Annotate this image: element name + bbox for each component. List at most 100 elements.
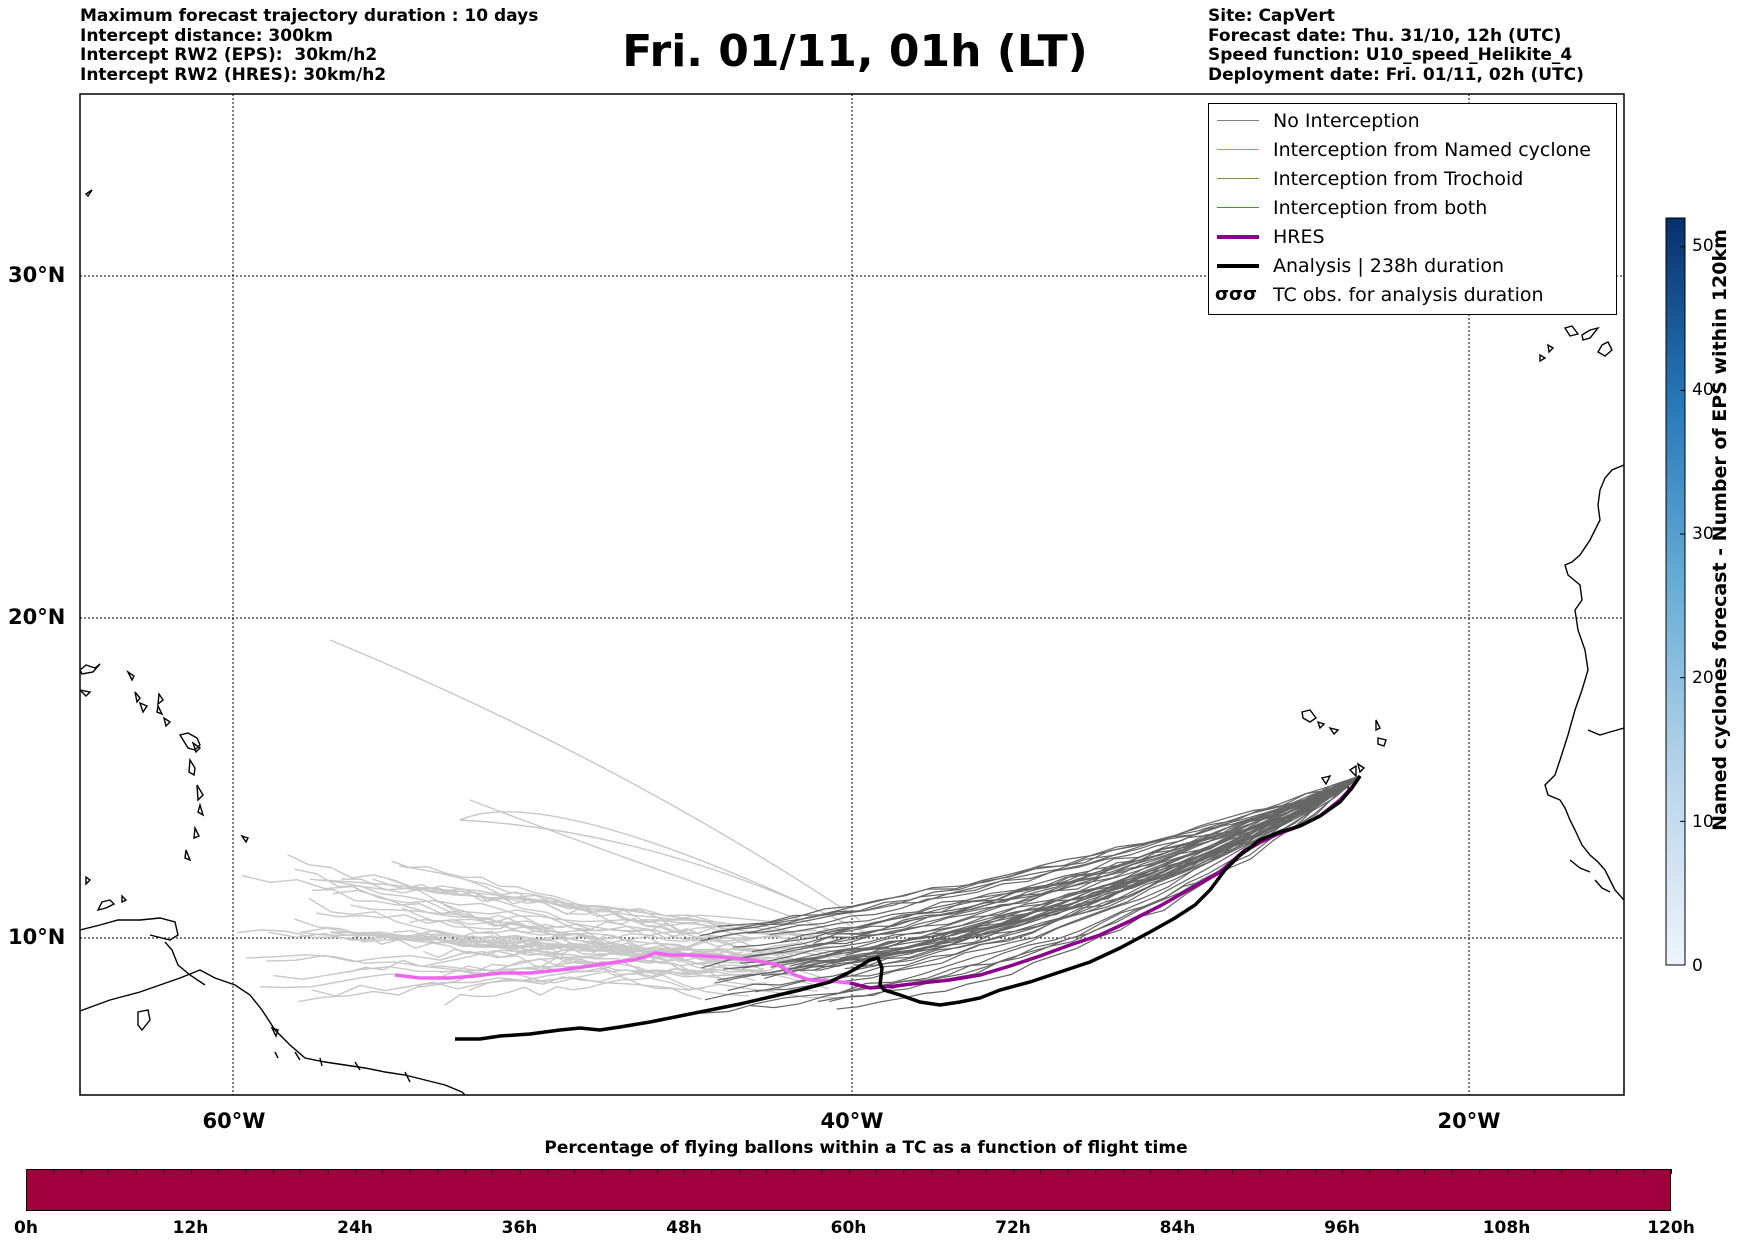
eps-trajectory-outlier [329, 639, 861, 921]
island-cv-3 [1328, 726, 1340, 736]
percentage-bar-minor-tick [437, 1169, 439, 1174]
island-cv-5 [1377, 737, 1387, 747]
percentage-bar-minor-tick [903, 1169, 905, 1174]
island-7 [156, 703, 164, 716]
percentage-bar-minor-tick [1643, 1169, 1645, 1174]
percentage-bar-minor-tick [1122, 1169, 1124, 1174]
percentage-bar [26, 1169, 1671, 1211]
island-13 [197, 802, 205, 817]
percentage-bar-minor-tick [108, 1169, 110, 1174]
percentage-bar-tick: 108h [1482, 1218, 1531, 1238]
coast-venezuela-north [80, 917, 179, 941]
percentage-bar-minor-tick [1204, 1169, 1206, 1174]
percentage-bar-minor-tick [1671, 1169, 1672, 1174]
percentage-bar-minor-tick [26, 1169, 27, 1174]
percentage-bar-minor-tick [875, 1169, 877, 1174]
percentage-bar-minor-tick [766, 1169, 768, 1174]
percentage-bar-minor-tick [163, 1169, 165, 1174]
island-cv-4 [1375, 719, 1381, 732]
percentage-bar-minor-tick [1533, 1169, 1535, 1174]
percentage-bar-minor-tick [684, 1169, 685, 1174]
intercept-hres-text: Intercept RW2 (HRES): 30km/h2 [80, 64, 387, 85]
site-text: Site: CapVert [1208, 6, 1335, 26]
percentage-bar-minor-tick [574, 1169, 576, 1174]
island-9 [178, 732, 201, 751]
eps-trajectory-far [468, 958, 845, 992]
percentage-bar-minor-tick [409, 1169, 411, 1174]
eps-trajectory-near [830, 775, 1361, 935]
eps-trajectory-near [780, 775, 1361, 943]
colorbar-tick-30: 30 [1692, 524, 1714, 544]
legend-label: HRES [1273, 226, 1325, 248]
island-cv-6 [1356, 762, 1366, 774]
island-17 [85, 875, 92, 886]
island-16 [240, 834, 249, 844]
island-20 [137, 1009, 151, 1032]
eps-trajectory-far [363, 933, 706, 991]
percentage-bar-minor-tick [53, 1169, 55, 1174]
legend-entry-named-cyclone: Interception from Named cyclone [1209, 137, 1616, 163]
deployment-date-text: Deployment date: Fri. 01/11, 02h (UTC) [1208, 64, 1584, 85]
percentage-bar-tick: 48h [666, 1218, 702, 1238]
lat-label-30: 30°N [8, 263, 66, 287]
percentage-bar-minor-tick [546, 1169, 548, 1174]
island-cv-7 [1320, 774, 1332, 786]
percentage-bar-minor-tick [272, 1169, 274, 1174]
percentage-bar-minor-tick [1259, 1169, 1261, 1174]
forecast-date-text: Forecast date: Thu. 31/10, 12h (UTC) [1208, 25, 1562, 46]
eps-trajectories-far [237, 639, 871, 1006]
island-canary-1 [1563, 325, 1580, 337]
percentage-bar-minor-tick [848, 1169, 850, 1174]
percentage-bar-tick: 60h [830, 1218, 867, 1238]
eps-trajectory-near [701, 775, 1361, 1014]
eps-trajectory-near [700, 775, 1361, 937]
island-8 [162, 716, 172, 728]
percentage-bar-minor-tick [492, 1169, 494, 1174]
island-19 [121, 894, 128, 904]
coast-south-america [80, 969, 466, 1095]
percentage-bar-tick: 36h [501, 1218, 538, 1238]
eps-trajectory-near [755, 775, 1361, 993]
percentage-bar-minor-tick [382, 1169, 384, 1174]
map-frame [79, 93, 1625, 1096]
island-canary-2 [1547, 343, 1555, 354]
eps-trajectory-near [797, 775, 1361, 971]
percentage-bar-tick: 12h [172, 1218, 209, 1238]
eps-trajectory-far [294, 868, 728, 981]
eps-trajectory-far [246, 954, 837, 999]
island-madeira [84, 189, 93, 198]
colorbar-tick-10: 10 [1692, 812, 1714, 832]
island-2 [80, 689, 92, 697]
percentage-bar-minor-tick [1561, 1169, 1563, 1174]
percentage-bar-minor-tick [1506, 1169, 1508, 1174]
legend-entry-tc-obs: σσσ TC obs. for analysis duration [1209, 282, 1616, 308]
eps-trajectory-far [391, 860, 753, 947]
colorbar-tick-0: 0 [1692, 956, 1703, 976]
legend-label: Interception from Named cyclone [1273, 139, 1591, 161]
percentage-bar-tick: 96h [1324, 1218, 1360, 1238]
percentage-bar-minor-tick [793, 1169, 795, 1174]
island-cv-2 [1316, 720, 1326, 730]
percentage-bar-minor-tick [1067, 1169, 1069, 1174]
percentage-bar-title: Percentage of flying ballons within a TC… [544, 1138, 1188, 1158]
legend-line-purple [1217, 235, 1259, 239]
percentage-bar-minor-tick [656, 1169, 658, 1174]
legend-entry-no-interception: No Interception [1209, 108, 1616, 134]
eps-trajectory-near [701, 775, 1361, 969]
eps-trajectory-far [408, 918, 712, 933]
island-10 [191, 741, 202, 754]
legend-entry-trochoid: Interception from Trochoid [1209, 166, 1616, 192]
eps-trajectory-far [311, 961, 798, 997]
legend-label: Interception from both [1273, 197, 1488, 219]
header-left-info: Maximum forecast trajectory duration : 1… [80, 6, 538, 85]
eps-trajectory-near [798, 775, 1361, 951]
eps-trajectory-outlier [459, 819, 851, 926]
lon-label-60w: 60°W [202, 1109, 266, 1133]
tc-symbol-icon: σσσ [1215, 284, 1258, 305]
percentage-bar-minor-tick [1314, 1169, 1316, 1174]
legend-label: TC obs. for analysis duration [1273, 284, 1544, 306]
island-4 [134, 691, 141, 704]
lat-label-10: 10°N [8, 925, 66, 949]
eps-trajectory-far [346, 925, 718, 974]
colorbar-tick-40: 40 [1692, 380, 1714, 400]
